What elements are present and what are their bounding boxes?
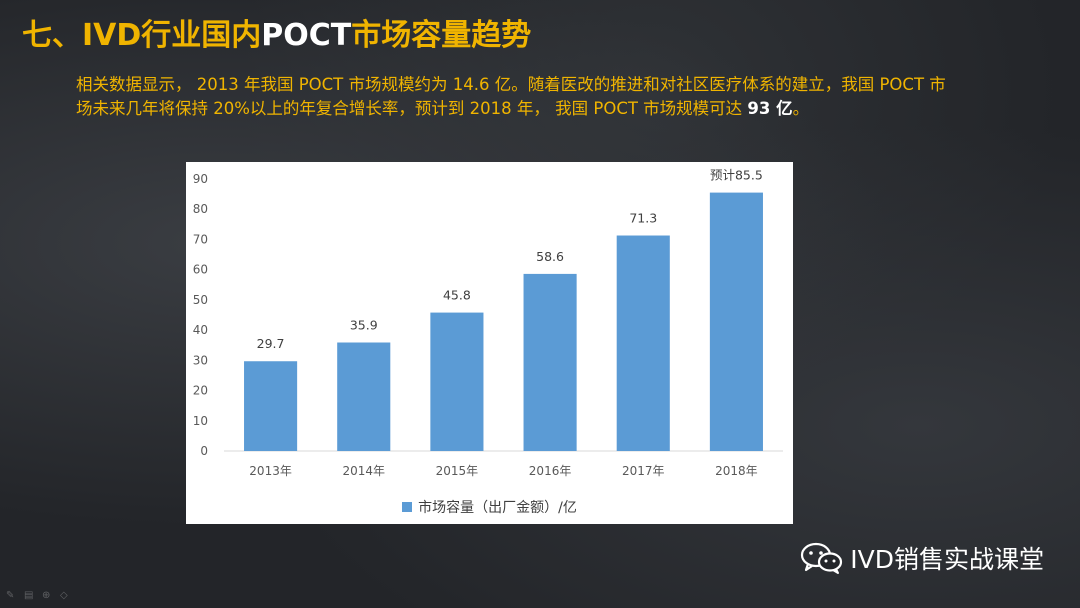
bar-chart-panel: 0 10 20 30 40 50 60 70 80 90 29.7 2013年 35.9 2014年 45.…	[186, 162, 793, 524]
brand-watermark: IVD销售实战课堂	[800, 540, 1044, 576]
title-part-1: 七、IVD行业国内	[22, 18, 262, 53]
x-tick-label: 2014年	[342, 464, 385, 478]
y-tick-label: 10	[193, 414, 208, 428]
data-label: 预计85.5	[710, 168, 763, 183]
description-end: 。	[792, 99, 810, 118]
chart-legend: 市场容量（出厂金额）/亿	[186, 497, 793, 517]
slide-title: 七、IVD行业国内POCT市场容量趋势	[22, 10, 531, 54]
description-main: 相关数据显示， 2013 年我国 POCT 市场规模约为 14.6 亿。随着医改…	[76, 75, 946, 118]
description-text: 相关数据显示， 2013 年我国 POCT 市场规模约为 14.6 亿。随着医改…	[76, 73, 956, 121]
data-label: 45.8	[443, 288, 471, 303]
bar-chart: 0 10 20 30 40 50 60 70 80 90 29.7 2013年 35.9 2014年 45.…	[193, 168, 783, 478]
x-tick-label: 2018年	[715, 464, 758, 478]
data-label: 71.3	[629, 211, 657, 226]
data-label: 35.9	[350, 318, 378, 333]
slide-toolbar: ✎ ▤ ⊕ ◇	[6, 590, 72, 602]
y-tick-label: 40	[193, 323, 208, 337]
y-tick-label: 70	[193, 232, 208, 246]
slides-icon[interactable]: ▤	[24, 590, 34, 601]
pen-icon[interactable]: ✎	[6, 590, 15, 601]
y-tick-label: 0	[200, 444, 208, 458]
bar	[430, 312, 484, 451]
wechat-icon	[801, 542, 843, 574]
brand-label: IVD销售实战课堂	[850, 545, 1044, 574]
y-tick-label: 50	[193, 293, 208, 307]
bar	[337, 342, 391, 451]
more-icon[interactable]: ◇	[60, 590, 68, 601]
data-label: 29.7	[257, 336, 285, 351]
x-tick-label: 2017年	[622, 464, 665, 478]
y-tick-label: 20	[193, 384, 208, 398]
y-tick-label: 90	[193, 172, 208, 186]
bar	[616, 235, 670, 451]
y-tick-label: 60	[193, 263, 208, 277]
x-tick-label: 2015年	[436, 464, 479, 478]
y-tick-label: 80	[193, 202, 208, 216]
data-label: 58.6	[536, 249, 564, 264]
title-part-2: POCT	[261, 18, 352, 53]
description-highlight: 93 亿	[747, 99, 793, 118]
bar	[523, 273, 577, 451]
title-part-3: 市场容量趋势	[351, 18, 532, 53]
x-tick-label: 2013年	[249, 464, 292, 478]
y-tick-label: 30	[193, 353, 208, 367]
bar	[244, 361, 298, 451]
legend-label: 市场容量（出厂金额）/亿	[418, 500, 577, 516]
legend-swatch	[402, 502, 413, 512]
zoom-icon[interactable]: ⊕	[42, 590, 51, 601]
bar	[709, 192, 763, 451]
x-tick-label: 2016年	[529, 464, 572, 478]
